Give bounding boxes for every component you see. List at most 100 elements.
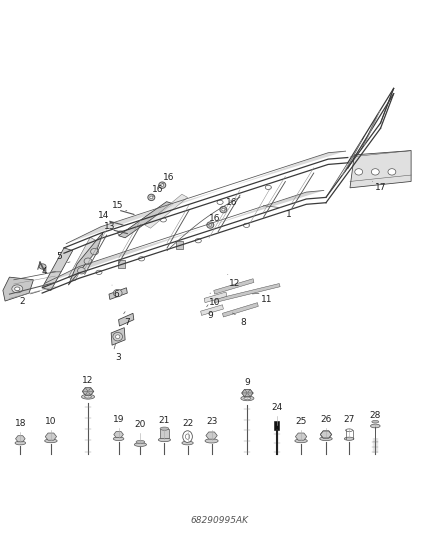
Ellipse shape bbox=[195, 239, 201, 243]
Polygon shape bbox=[242, 393, 247, 397]
Polygon shape bbox=[242, 389, 247, 393]
Text: 68290995AK: 68290995AK bbox=[190, 516, 248, 525]
Text: 8: 8 bbox=[240, 318, 246, 327]
Polygon shape bbox=[119, 313, 134, 326]
Text: 1: 1 bbox=[286, 210, 292, 219]
Ellipse shape bbox=[148, 194, 155, 200]
Ellipse shape bbox=[161, 184, 164, 187]
Ellipse shape bbox=[320, 437, 332, 441]
Ellipse shape bbox=[118, 231, 124, 235]
Ellipse shape bbox=[205, 439, 218, 443]
Text: 16: 16 bbox=[226, 198, 238, 207]
Ellipse shape bbox=[91, 248, 99, 255]
Polygon shape bbox=[204, 292, 227, 303]
Text: 10: 10 bbox=[45, 417, 57, 426]
Polygon shape bbox=[244, 389, 250, 393]
Text: 5: 5 bbox=[57, 253, 63, 261]
Ellipse shape bbox=[295, 439, 307, 443]
Text: 26: 26 bbox=[320, 415, 332, 424]
Ellipse shape bbox=[138, 257, 145, 261]
Text: 15: 15 bbox=[112, 201, 124, 210]
Ellipse shape bbox=[159, 182, 166, 188]
Ellipse shape bbox=[45, 439, 57, 443]
Ellipse shape bbox=[96, 270, 102, 274]
Polygon shape bbox=[247, 389, 253, 393]
Text: 12: 12 bbox=[82, 376, 94, 385]
Polygon shape bbox=[111, 328, 125, 345]
Ellipse shape bbox=[134, 443, 147, 447]
Ellipse shape bbox=[371, 424, 380, 428]
Ellipse shape bbox=[182, 441, 193, 445]
Polygon shape bbox=[88, 391, 94, 395]
Text: 10: 10 bbox=[209, 298, 220, 307]
Ellipse shape bbox=[372, 421, 379, 423]
Ellipse shape bbox=[244, 223, 250, 228]
Polygon shape bbox=[82, 391, 88, 395]
Text: 17: 17 bbox=[375, 183, 386, 192]
Text: 16: 16 bbox=[163, 173, 174, 182]
Polygon shape bbox=[85, 391, 91, 395]
Text: 7: 7 bbox=[124, 318, 130, 327]
Ellipse shape bbox=[207, 222, 214, 228]
Polygon shape bbox=[247, 393, 253, 397]
FancyBboxPatch shape bbox=[176, 240, 183, 249]
Ellipse shape bbox=[84, 258, 92, 264]
Polygon shape bbox=[44, 190, 324, 284]
Text: 11: 11 bbox=[261, 295, 273, 304]
Polygon shape bbox=[109, 288, 127, 300]
Text: 9: 9 bbox=[244, 378, 250, 387]
Ellipse shape bbox=[113, 333, 123, 341]
Ellipse shape bbox=[222, 208, 225, 211]
Text: 9: 9 bbox=[207, 311, 213, 320]
Polygon shape bbox=[214, 279, 254, 294]
Ellipse shape bbox=[220, 206, 227, 213]
Ellipse shape bbox=[136, 440, 145, 443]
Polygon shape bbox=[320, 431, 332, 438]
Text: 2: 2 bbox=[20, 296, 25, 305]
Polygon shape bbox=[45, 433, 57, 440]
Text: 13: 13 bbox=[104, 222, 116, 231]
Polygon shape bbox=[68, 232, 103, 285]
Text: 4: 4 bbox=[42, 268, 47, 276]
Ellipse shape bbox=[244, 397, 251, 400]
Polygon shape bbox=[82, 387, 88, 391]
Text: 20: 20 bbox=[135, 421, 146, 430]
Ellipse shape bbox=[14, 287, 20, 290]
Text: 24: 24 bbox=[271, 403, 282, 412]
Polygon shape bbox=[201, 305, 223, 316]
Text: 28: 28 bbox=[370, 411, 381, 420]
Polygon shape bbox=[3, 277, 33, 301]
Ellipse shape bbox=[355, 168, 363, 175]
Text: 16: 16 bbox=[209, 214, 220, 223]
Polygon shape bbox=[295, 433, 307, 440]
Text: 23: 23 bbox=[206, 417, 217, 426]
Text: 3: 3 bbox=[116, 353, 121, 362]
FancyBboxPatch shape bbox=[274, 421, 279, 430]
Text: 16: 16 bbox=[152, 185, 164, 194]
Ellipse shape bbox=[39, 264, 46, 269]
Ellipse shape bbox=[160, 427, 169, 430]
Polygon shape bbox=[15, 435, 25, 442]
Text: 25: 25 bbox=[295, 417, 307, 426]
Text: 12: 12 bbox=[229, 279, 240, 288]
Text: 22: 22 bbox=[182, 419, 193, 429]
FancyBboxPatch shape bbox=[160, 429, 169, 438]
Polygon shape bbox=[66, 151, 346, 244]
Polygon shape bbox=[145, 194, 187, 228]
Ellipse shape bbox=[113, 437, 124, 441]
Ellipse shape bbox=[217, 200, 223, 205]
Ellipse shape bbox=[158, 438, 170, 442]
Text: 6: 6 bbox=[113, 289, 119, 298]
Ellipse shape bbox=[85, 395, 92, 398]
Polygon shape bbox=[223, 303, 258, 317]
Polygon shape bbox=[244, 393, 250, 397]
Polygon shape bbox=[68, 237, 97, 281]
Text: 18: 18 bbox=[14, 419, 26, 429]
Ellipse shape bbox=[265, 185, 272, 190]
Ellipse shape bbox=[209, 224, 212, 227]
Text: 27: 27 bbox=[343, 415, 355, 424]
Polygon shape bbox=[119, 201, 173, 238]
Ellipse shape bbox=[15, 441, 26, 445]
Circle shape bbox=[183, 431, 192, 442]
Text: 14: 14 bbox=[98, 212, 109, 221]
